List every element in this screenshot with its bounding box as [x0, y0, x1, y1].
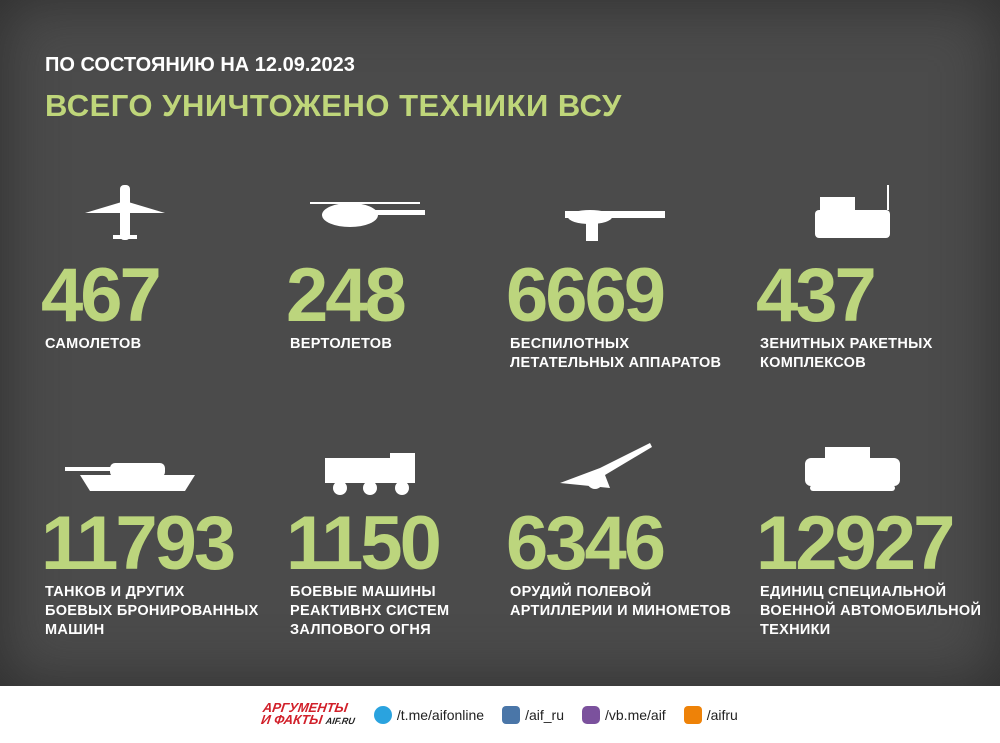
logo-line: И ФАКТЫ AIF.RU — [260, 712, 356, 727]
link[interactable]: /t.me/aifonline — [373, 705, 485, 724]
stat-label: ЛЕТАТЕЛЬНЫХ АППАРАТОВ — [510, 355, 722, 371]
stat-label: ЕДИНИЦ СПЕЦИАЛЬНОЙ — [760, 584, 947, 600]
stat-label: ЗАЛПОВОГО ОГНЯ — [290, 622, 431, 638]
stat-label: ОРУДИЙ ПОЛЕВОЙ — [510, 584, 652, 600]
title: ВСЕГО УНИЧТОЖЕНО ТЕХНИКИ ВСУ — [45, 88, 622, 123]
stat-number: 248 — [286, 253, 407, 338]
logo-line: И ФАКТЫ — [260, 712, 324, 727]
vehicle-icon — [560, 443, 652, 489]
stat-number: 467 — [41, 253, 162, 338]
stat-label: БОЕВЫЕ МАШИНЫ — [290, 584, 436, 600]
link-text[interactable]: /vb.me/aif — [605, 706, 666, 723]
ok-icon — [683, 705, 702, 724]
stat-label: БОЕВЫХ БРОНИРОВАННЫХ — [45, 603, 259, 619]
stat-number: 12927 — [756, 501, 955, 586]
link-text[interactable]: /t.me/aifonline — [396, 706, 485, 723]
stat-label: АРТИЛЛЕРИИ И МИНОМЕТОВ — [510, 603, 732, 619]
stat-label: ВОЕННОЙ АВТОМОБИЛЬНОЙ — [760, 603, 982, 619]
logo-site: AIF.RU — [325, 716, 356, 726]
vehicle-icon — [325, 453, 415, 495]
telegram-icon — [373, 705, 392, 724]
stat-label: БЕСПИЛОТНЫХ — [510, 336, 630, 352]
link[interactable]: /aif_ru — [502, 705, 564, 724]
stat-number: 1150 — [286, 501, 442, 586]
date-line: ПО СОСТОЯНИЮ НА 12.09.2023 — [45, 54, 355, 76]
stat-label: ТЕХНИКИ — [760, 622, 831, 638]
viber-icon — [582, 705, 600, 724]
link[interactable]: /vb.me/aif — [582, 705, 666, 724]
stat-number: 437 — [756, 253, 877, 338]
vk-icon — [502, 705, 521, 724]
stat-label: РЕАКТИВНХ СИСТЕМ — [290, 603, 450, 619]
link-text[interactable]: /aif_ru — [525, 706, 564, 723]
footer: АРГУМЕНТЫ И ФАКТЫ AIF.RU /t.me/aifonline… — [0, 686, 1000, 743]
vehicle-icon — [565, 210, 665, 241]
vehicle-icon — [310, 202, 425, 227]
logo: АРГУМЕНТЫ И ФАКТЫ AIF.RU — [260, 700, 357, 727]
vehicle-icon — [815, 185, 890, 238]
stat-number: 6346 — [506, 501, 666, 586]
link-text[interactable]: /aifru — [706, 706, 738, 723]
board: ПО СОСТОЯНИЮ НА 12.09.2023 ВСЕГО УНИЧТОЖ… — [0, 0, 1000, 686]
stat-label: КОМПЛЕКСОВ — [760, 355, 866, 371]
stat-label: САМОЛЕТОВ — [45, 336, 142, 352]
stat-label: МАШИН — [45, 622, 105, 638]
vehicle-icon — [65, 463, 195, 491]
link[interactable]: /aifru — [683, 705, 738, 724]
stat-label: ТАНКОВ И ДРУГИХ — [45, 584, 185, 600]
stat-label: ЗЕНИТНЫХ РАКЕТНЫХ — [760, 336, 933, 352]
vehicle-icon — [805, 447, 900, 491]
stat-label: ВЕРТОЛЕТОВ — [290, 336, 393, 352]
vehicle-icon — [85, 185, 165, 240]
stat-number: 11793 — [41, 501, 236, 586]
stat-number: 6669 — [506, 253, 666, 338]
